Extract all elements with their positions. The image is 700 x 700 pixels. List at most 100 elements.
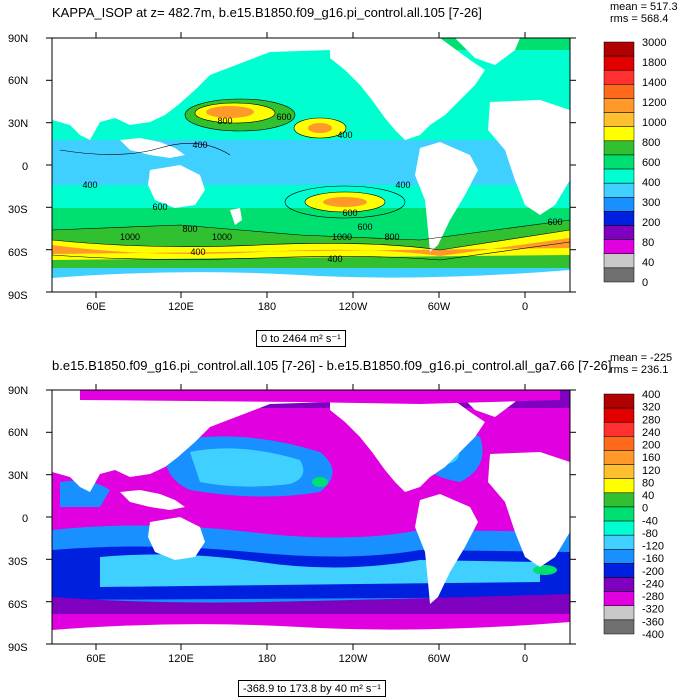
- colorbar-label: 320: [642, 402, 660, 414]
- lat-label: 60S: [8, 247, 28, 259]
- contour-label: 600: [342, 208, 357, 218]
- colorbar-swatch: [603, 126, 635, 142]
- colorbar-swatch: [603, 55, 635, 71]
- panel1-title: KAPPA_ISOP at z= 482.7m, b.e15.B1850.f09…: [52, 5, 482, 20]
- colorbar-label: 600: [642, 157, 660, 169]
- colorbar-label: -240: [642, 578, 664, 590]
- colorbar-swatch: [603, 506, 635, 522]
- colorbar-label: 160: [642, 452, 660, 464]
- colorbar-label: -320: [642, 604, 664, 616]
- lon-label: 120W: [339, 653, 368, 665]
- lat-label: 60S: [8, 599, 28, 611]
- contour-label: 600: [152, 202, 167, 212]
- colorbar-swatch: [603, 605, 635, 621]
- lon-label: 60W: [428, 301, 451, 313]
- colorbar-label: 1800: [642, 57, 666, 69]
- lat-label: 30N: [8, 118, 28, 130]
- lon-label: 180: [258, 653, 276, 665]
- colorbar-swatch: [603, 168, 635, 184]
- colorbar-label: -80: [642, 528, 658, 540]
- colorbar-swatch: [603, 563, 635, 578]
- contour-label: 800: [182, 224, 197, 234]
- colorbar-label: 240: [642, 427, 660, 439]
- lon-label: 60E: [86, 653, 106, 665]
- colorbar-swatch: [603, 239, 635, 255]
- contour-label: 800: [217, 116, 232, 126]
- panel2-title: b.e15.B1850.f09_g16.pi_control.all.105 […: [52, 358, 612, 373]
- contour-label: 1000: [212, 232, 232, 242]
- contour-label: 600: [547, 217, 562, 227]
- colorbar-label: 1200: [642, 97, 666, 109]
- contour-label: 1000: [332, 232, 352, 242]
- colorbar-swatch: [603, 436, 635, 451]
- colorbar-label: -40: [642, 515, 658, 527]
- panel1-axis-labels: 90N 60N 30N 0 30S 60S 90S 60E 120E 180 1…: [8, 33, 528, 313]
- colorbar-swatch: [603, 84, 635, 99]
- lat-label: 90S: [8, 290, 28, 302]
- colorbar-label: 40: [642, 490, 654, 502]
- colorbar-swatch: [603, 197, 635, 212]
- contour-label: 400: [395, 180, 410, 190]
- colorbar-swatch: [603, 182, 635, 198]
- colorbar-swatch: [603, 98, 635, 113]
- panel2-map: 90N 60N 30N 0 30S 60S 90S 60E 120E 180 1…: [8, 384, 576, 665]
- colorbar-swatch: [603, 393, 635, 409]
- colorbar-swatch: [603, 520, 635, 536]
- panel1-map: 800 600 400 400 600 400 600 1000 1000 80…: [8, 32, 576, 313]
- panel2-rms: rms = 236.1: [610, 364, 669, 376]
- colorbar-label: 40: [642, 257, 654, 269]
- colorbar-swatch: [603, 225, 635, 240]
- contour-label: 600: [276, 112, 291, 122]
- lat-label: 30N: [8, 470, 28, 482]
- panel1-contours: [52, 98, 570, 261]
- colorbar-label: 0: [642, 277, 648, 289]
- colorbar-label: 120: [642, 465, 660, 477]
- colorbar-swatch: [603, 450, 635, 465]
- colorbar-label: 300: [642, 197, 660, 209]
- colorbar-label: 0: [642, 503, 648, 515]
- contour-label: 400: [337, 130, 352, 140]
- lon-label: 60E: [86, 301, 106, 313]
- colorbar-label: 200: [642, 440, 660, 452]
- colorbar-swatch: [603, 478, 635, 494]
- colorbar-label: -160: [642, 553, 664, 565]
- colorbar-label: -400: [642, 629, 664, 641]
- colorbar-swatch: [603, 267, 635, 283]
- contour-label: 400: [82, 180, 97, 190]
- colorbar-swatch: [603, 407, 635, 423]
- lat-label: 90N: [8, 385, 28, 397]
- lon-label: 120E: [168, 301, 194, 313]
- colorbar-swatch: [603, 534, 635, 550]
- colorbar-swatch: [603, 140, 635, 156]
- colorbar-swatch: [603, 464, 635, 479]
- lat-label: 30S: [8, 556, 28, 568]
- lat-label: 30S: [8, 204, 28, 216]
- colorbar-label: 200: [642, 217, 660, 229]
- panel1-rms: rms = 568.4: [610, 13, 669, 25]
- colorbar-swatch: [603, 591, 635, 607]
- contour-label: 400: [190, 247, 205, 257]
- lat-label: 0: [22, 513, 28, 525]
- lat-label: 90S: [8, 642, 28, 654]
- contour-label: 600: [357, 222, 372, 232]
- colorbar-label: 400: [642, 390, 660, 401]
- lon-label: 0: [522, 301, 528, 313]
- colorbar-label: 280: [642, 414, 660, 426]
- panel1-range: 0 to 2464 m² s⁻¹: [256, 330, 346, 347]
- colorbar-label: 800: [642, 137, 660, 149]
- colorbar-label: -200: [642, 566, 664, 578]
- panel2-range: -368.9 to 173.8 by 40 m² s⁻¹: [238, 680, 386, 697]
- colorbar-swatch: [603, 421, 635, 437]
- panel2-mean: mean = -225: [610, 352, 673, 364]
- colorbar-label: -360: [642, 616, 664, 628]
- colorbar-swatch: [603, 112, 635, 127]
- colorbar-swatch: [603, 577, 635, 592]
- colorbar-swatch: [603, 69, 635, 85]
- colorbar-swatch: [603, 619, 635, 635]
- lat-label: 0: [22, 161, 28, 173]
- colorbar-label: -280: [642, 591, 664, 603]
- panel1-mean: mean = 517.3: [610, 1, 678, 13]
- contour-label: 1000: [120, 232, 140, 242]
- lon-label: 120W: [339, 301, 368, 313]
